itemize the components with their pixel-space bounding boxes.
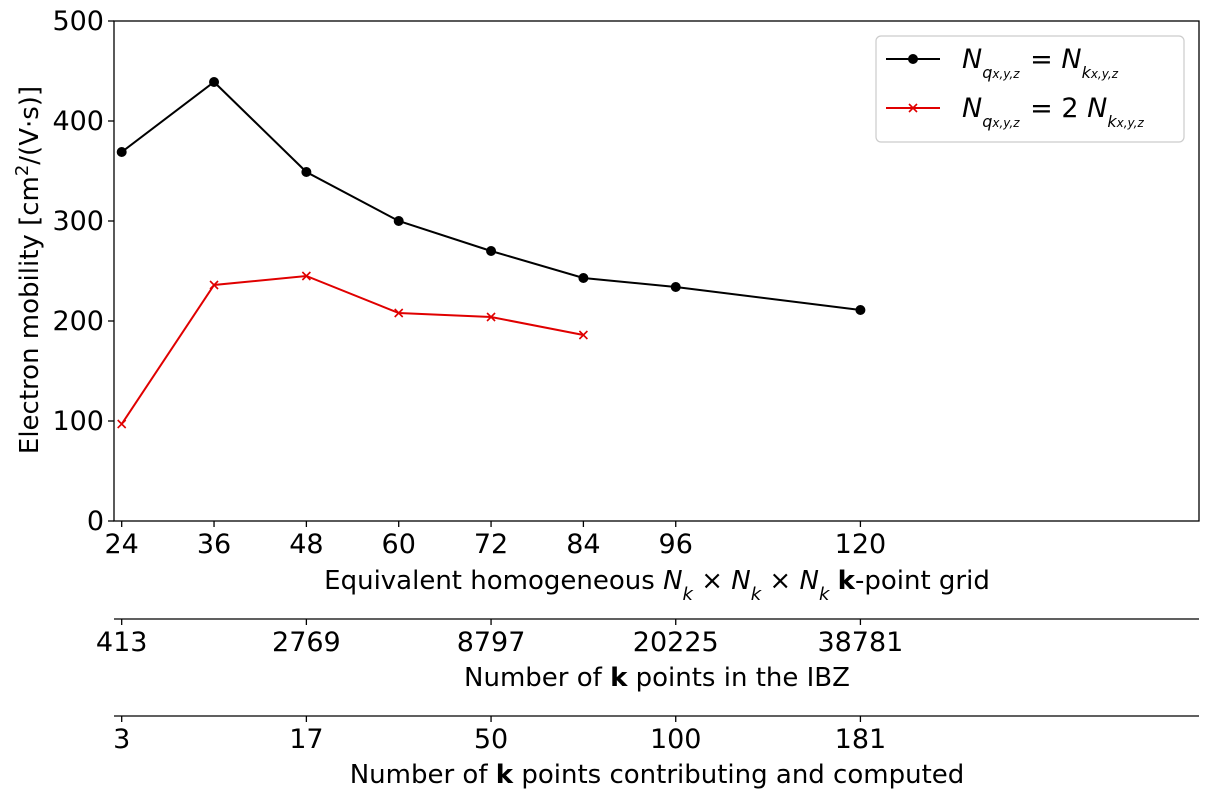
- series-layer: [116, 77, 866, 429]
- secondary-tick-label: 2769: [272, 627, 341, 658]
- data-point: [117, 419, 127, 429]
- y-tick-label: 100: [52, 406, 104, 437]
- x-tick-label: 60: [382, 529, 416, 560]
- data-point: [486, 312, 496, 322]
- series-line-0: [121, 80, 861, 311]
- x-tick-label: 96: [659, 529, 693, 560]
- legend: Nqx,y,z = Nkx,y,z Nqx,y,z = 2 Nkx,y,z: [875, 35, 1185, 143]
- y-tick-label: 500: [52, 6, 104, 37]
- secondary-tick-label: 20225: [633, 627, 719, 658]
- data-point: [578, 330, 588, 340]
- secondary-tick-label: 8797: [457, 627, 526, 658]
- x-tick-label: 24: [105, 529, 139, 560]
- data-point: [670, 282, 681, 292]
- secondary-tick-label: 100: [650, 724, 702, 755]
- plot-frame: [113, 20, 1200, 522]
- legend-marker-1: [908, 103, 918, 113]
- data-point: [301, 167, 312, 177]
- secondary-tick-label: 413: [96, 627, 148, 658]
- x-tick-label: 84: [566, 529, 600, 560]
- y-axis: 0 100 200 300 400 500: [52, 6, 114, 537]
- legend-box: [875, 35, 1185, 143]
- data-point: [301, 271, 311, 281]
- ibz-axis-label: Number of k points in the IBZ: [464, 663, 850, 693]
- computed-axis-ticks: 3 17 50 100 181: [113, 716, 886, 755]
- data-point: [486, 246, 497, 256]
- y-tick-label: 0: [87, 506, 104, 537]
- data-point: [855, 305, 866, 315]
- x-tick-label: 72: [474, 529, 508, 560]
- data-point: [209, 280, 219, 290]
- data-point: [393, 216, 404, 226]
- data-point: [394, 308, 404, 318]
- legend-label-1: Nqx,y,z = 2 Nkx,y,z: [962, 93, 1144, 131]
- y-tick-label: 400: [52, 106, 104, 137]
- ibz-axis-ticks: 413 2769 8797 20225 38781: [96, 619, 903, 658]
- x-axis-label: Equivalent homogeneous Nk × Nk × Nk k-po…: [324, 566, 990, 605]
- x-tick-label: 36: [197, 529, 231, 560]
- secondary-tick-label: 181: [835, 724, 887, 755]
- secondary-tick-label: 50: [474, 724, 508, 755]
- secondary-tick-label: 17: [289, 724, 323, 755]
- data-point: [578, 273, 589, 283]
- y-tick-label: 200: [52, 306, 104, 337]
- series-line-1: [120, 274, 584, 425]
- x-axis: 24 36 48 60 72 84 96 120: [105, 521, 887, 560]
- computed-axis-label: Number of k points contributing and comp…: [350, 760, 965, 790]
- x-tick-label: 48: [289, 529, 323, 560]
- legend-label-0: Nqx,y,z = Nkx,y,z: [962, 44, 1119, 82]
- data-point: [116, 147, 127, 157]
- y-tick-label: 300: [52, 206, 104, 237]
- y-axis-label: Electron mobility [cm2/(V·s)]: [12, 86, 46, 454]
- secondary-tick-label: 3: [113, 724, 130, 755]
- data-point: [209, 77, 220, 87]
- secondary-tick-label: 38781: [817, 627, 903, 658]
- x-tick-label: 120: [835, 529, 887, 560]
- legend-marker-0: [908, 54, 918, 64]
